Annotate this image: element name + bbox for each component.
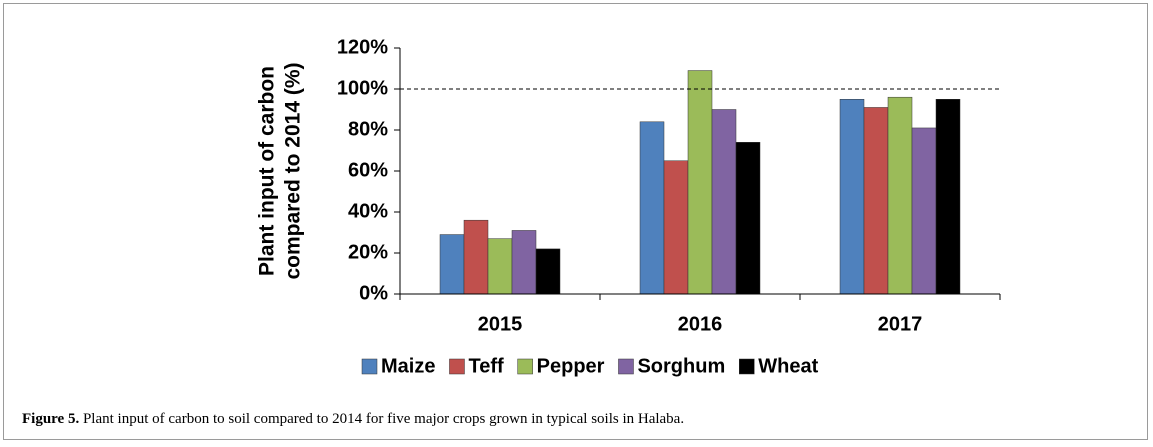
y-tick-label: 80%	[348, 118, 388, 140]
y-tick-label: 0%	[359, 282, 388, 304]
caption: Figure 5. Plant input of carbon to soil …	[22, 411, 684, 428]
y-tick-label: 100%	[337, 77, 388, 99]
bar	[863, 107, 889, 295]
figure-frame	[3, 3, 1148, 440]
bar	[935, 99, 961, 295]
legend-swatch	[361, 358, 378, 375]
caption-text: Plant input of carbon to soil compared t…	[82, 411, 685, 427]
bar	[711, 109, 737, 295]
bar	[511, 230, 537, 295]
y-tick-label: 60%	[348, 159, 388, 181]
bar	[639, 121, 665, 295]
x-tick-label: 2017	[878, 313, 923, 335]
bar	[735, 142, 761, 295]
legend-swatch	[618, 358, 634, 375]
y-axis-label: compared to 2014 (%)	[282, 62, 305, 279]
bar	[887, 96, 913, 295]
x-tick-label: 2015	[478, 313, 523, 335]
legend-label: Wheat	[758, 355, 818, 377]
y-axis-label: Plant input of carbon	[256, 66, 279, 276]
y-tick-label: 20%	[348, 241, 388, 263]
bar	[487, 238, 513, 295]
x-tick-label: 2016	[678, 313, 723, 335]
y-tick-label: 120%	[337, 36, 388, 58]
bar	[663, 160, 689, 295]
bar	[911, 127, 937, 295]
legend-swatch	[517, 358, 533, 375]
bar	[439, 234, 465, 295]
legend-label: Sorghum	[637, 355, 725, 377]
legend-swatch	[739, 358, 755, 375]
legend-label: Maize	[381, 355, 435, 377]
bar	[463, 219, 489, 295]
legend-swatch	[449, 358, 465, 375]
bar	[535, 248, 561, 295]
caption-label: Figure 5.	[22, 411, 80, 427]
bar	[687, 70, 713, 295]
legend-label: Teff	[468, 355, 504, 377]
bar	[839, 99, 865, 295]
legend-label: Pepper	[537, 355, 605, 377]
y-tick-label: 40%	[348, 200, 388, 222]
chart: 0% 20% 40% 60% 80% 100% 120% Plant input of car…	[256, 36, 1001, 377]
